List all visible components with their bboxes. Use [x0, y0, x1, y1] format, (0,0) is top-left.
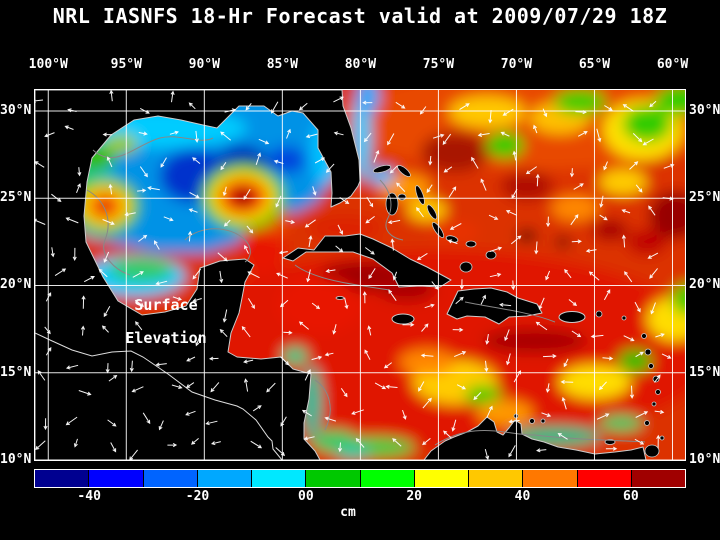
colorbar-segment	[631, 470, 685, 487]
colorbar-segment	[523, 470, 577, 487]
colorbar-segment	[306, 470, 360, 487]
colorbar-tick-label: 00	[298, 489, 314, 504]
hispaniola-island	[446, 287, 543, 325]
map-caption-line2: Elevation	[125, 329, 207, 347]
colorbar-segment	[577, 470, 631, 487]
colorbar-tick-label: 20	[406, 489, 422, 504]
figure-title: NRL IASNFS 18-Hr Forecast valid at 2009/…	[52, 4, 668, 28]
colorbar-tick-label: -20	[185, 489, 210, 504]
lat-tick-label: 15°N	[0, 364, 32, 380]
land-mask	[35, 90, 665, 460]
lesser-antilles-islands	[335, 296, 665, 458]
colorbar-segment	[89, 470, 143, 487]
colorbar-tick-label: 40	[514, 489, 531, 504]
pacific-coastline	[35, 332, 283, 460]
lon-tick-label: 95°W	[110, 57, 142, 72]
map-frame: Surface Elevation	[34, 89, 686, 461]
lon-tick-label: 85°W	[266, 57, 298, 72]
lat-tick-label: 20°N	[689, 277, 720, 293]
colorbar	[34, 469, 686, 488]
colorbar-segment	[143, 470, 197, 487]
colorbar-tick-label: -40	[77, 489, 101, 504]
lat-tick-label: 30°N	[689, 102, 720, 118]
map-caption: Surface Elevation	[91, 296, 241, 362]
colorbar-segment	[414, 470, 468, 487]
lat-tick-label: 10°N	[0, 451, 32, 467]
jamaica-island	[391, 313, 415, 325]
puerto-rico-island	[558, 311, 586, 323]
lon-tick-label: 75°W	[422, 57, 455, 72]
north-central-america-landmass	[35, 90, 361, 460]
lat-tick-label: 15°N	[689, 364, 720, 380]
colorbar-segment	[252, 470, 306, 487]
bahamas-islands	[372, 164, 497, 273]
map-canvas	[35, 90, 685, 460]
colorbar-segment	[197, 470, 251, 487]
colorbar-tick-label: 60	[623, 489, 639, 504]
bathymetry-contours	[86, 136, 646, 446]
colorbar-segment	[360, 470, 414, 487]
lat-tick-label: 25°N	[689, 190, 720, 206]
lon-tick-label: 70°W	[500, 57, 533, 72]
lat-tick-label: 30°N	[0, 102, 32, 118]
map-caption-line1: Surface	[134, 296, 198, 314]
lon-tick-label: 80°W	[344, 57, 377, 72]
lon-tick-label: 90°W	[188, 57, 220, 72]
colorbar-segment	[35, 470, 89, 487]
lon-tick-label: 60°W	[656, 57, 689, 72]
colorbar-segment	[469, 470, 523, 487]
lat-tick-label: 10°N	[689, 451, 720, 467]
grid-lines	[35, 90, 685, 460]
lat-tick-label: 25°N	[0, 190, 32, 206]
cuba-island	[282, 233, 452, 288]
lat-tick-label: 20°N	[0, 277, 32, 293]
lon-tick-label: 100°W	[28, 57, 68, 72]
lon-tick-label: 65°W	[578, 57, 611, 72]
current-vectors	[35, 90, 675, 460]
colorbar-unit-label: cm	[340, 505, 356, 520]
